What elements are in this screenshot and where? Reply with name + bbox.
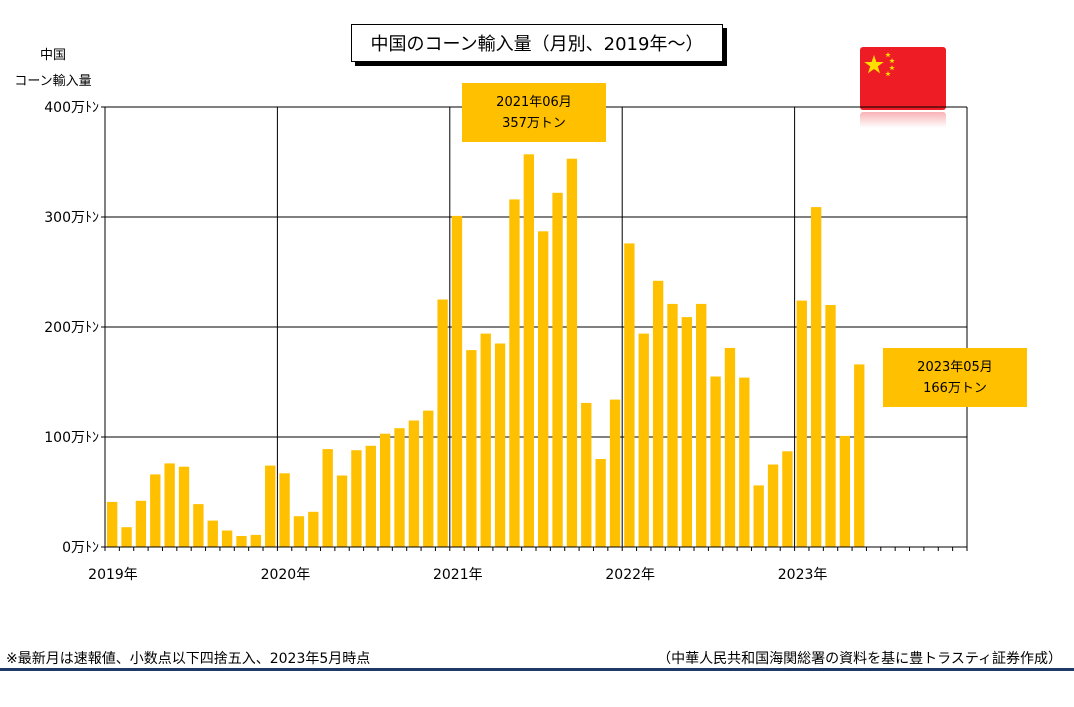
bar <box>135 500 147 547</box>
bar <box>782 451 793 547</box>
bar <box>509 199 520 547</box>
bar <box>480 333 491 547</box>
bar <box>739 377 750 547</box>
bar <box>408 420 420 547</box>
bar <box>609 399 621 547</box>
bar <box>107 501 118 547</box>
bar <box>839 435 851 547</box>
bar <box>437 299 448 547</box>
bar <box>351 450 362 547</box>
bar <box>336 475 348 547</box>
y-axis-label-country: 中国 <box>39 48 66 63</box>
bar <box>538 231 549 548</box>
bar <box>265 465 276 547</box>
y-tick-label: 200万ﾄﾝ <box>44 320 99 336</box>
bar <box>810 207 822 547</box>
bar <box>178 466 190 547</box>
annotation-latest-value: 166万トン <box>923 380 987 396</box>
bar <box>523 154 534 548</box>
bar <box>767 464 779 547</box>
china-flag-icon <box>860 47 946 110</box>
y-tick-label: 400万ﾄﾝ <box>44 100 99 116</box>
bar <box>624 243 635 547</box>
flag-reflection <box>860 112 946 128</box>
bar <box>681 317 693 547</box>
x-tick-label: 2021年 <box>433 567 483 583</box>
y-tick-label: 100万ﾄﾝ <box>44 430 99 446</box>
y-axis-label-metric: コーン輸入量 <box>14 74 92 89</box>
bar <box>365 445 376 547</box>
x-tick-label: 2023年 <box>778 567 828 583</box>
bar <box>825 305 836 547</box>
bar <box>667 303 678 547</box>
bar <box>552 192 563 548</box>
bar <box>581 402 592 547</box>
x-tick-label: 2020年 <box>261 567 311 583</box>
bar <box>696 303 707 547</box>
footnote-source: （中華人民共和国海関総署の資料を基に豊トラスティ証券作成） <box>657 651 1062 667</box>
bar <box>423 410 434 547</box>
bar <box>279 473 290 547</box>
bar <box>322 449 333 547</box>
bar <box>638 333 649 547</box>
bar <box>724 347 736 547</box>
bar <box>652 280 664 547</box>
bar <box>394 428 405 547</box>
bar <box>566 158 578 547</box>
annotation-peak-date: 2021年06月 <box>496 94 572 110</box>
annotation-peak: 2021年06月 357万トン <box>462 83 606 142</box>
bar <box>466 350 477 547</box>
bar <box>753 485 764 547</box>
bar <box>221 530 233 547</box>
bar <box>854 364 865 547</box>
bar <box>207 520 218 547</box>
bar <box>193 504 204 547</box>
bar <box>150 474 161 547</box>
bar-chart: 0万ﾄﾝ 100万ﾄﾝ 200万ﾄﾝ 300万ﾄﾝ 400万ﾄﾝ 2019年 2020年 20… <box>44 100 968 583</box>
bar <box>494 343 506 547</box>
bottom-rule <box>0 668 1074 671</box>
bar <box>451 215 463 547</box>
x-tick-label: 2019年 <box>88 567 138 583</box>
y-tick-label: 0万ﾄﾝ <box>62 540 99 556</box>
x-tick-label: 2022年 <box>605 567 655 583</box>
bar <box>308 511 319 547</box>
annotation-latest: 2023年05月 166万トン <box>883 348 1027 407</box>
y-tick-label: 300万ﾄﾝ <box>44 210 99 226</box>
bar <box>379 433 391 547</box>
bar <box>595 459 606 547</box>
bar <box>164 463 175 547</box>
bar <box>710 376 721 547</box>
bar <box>250 534 262 547</box>
bar <box>796 300 807 547</box>
annotation-latest-date: 2023年05月 <box>917 359 993 375</box>
annotation-peak-value: 357万トン <box>502 115 566 131</box>
footnote-left: ※最新月は速報値、小数点以下四捨五入、2023年5月時点 <box>6 651 371 667</box>
chart-title: 中国のコーン輸入量（月別、2019年～） <box>351 24 723 62</box>
bar <box>293 516 305 547</box>
bar <box>236 536 247 547</box>
bar <box>121 527 132 547</box>
